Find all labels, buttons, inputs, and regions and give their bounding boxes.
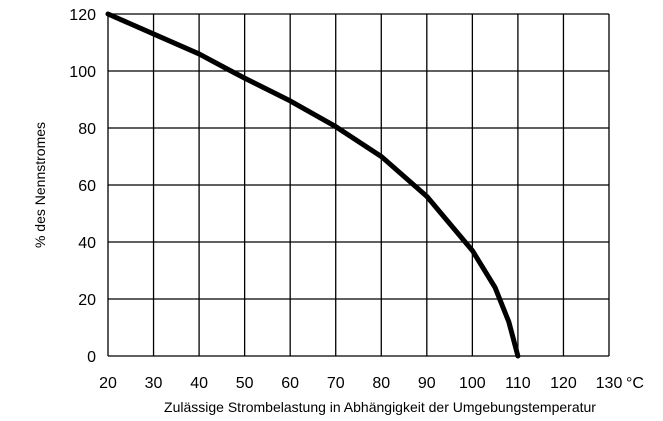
y-tick-40: 40 [78, 235, 96, 252]
y-axis-label: % des Nennstromes [32, 122, 48, 248]
x-tick-20: 20 [99, 375, 117, 392]
y-tick-20: 20 [78, 292, 96, 309]
x-tick-90: 90 [418, 375, 436, 392]
grid [107, 13, 610, 357]
x-tick-70: 70 [327, 375, 345, 392]
x-tick-130: 130 [596, 375, 623, 392]
x-tick-120: 120 [550, 375, 577, 392]
x-tick-110: 110 [505, 375, 531, 392]
x-tick-30: 30 [145, 375, 163, 392]
x-axis-label: Zulässige Strombelastung in Abhängigkeit… [164, 399, 596, 415]
series-line [105, 11, 521, 359]
x-tick-60: 60 [281, 375, 299, 392]
x-tick-50: 50 [236, 375, 254, 392]
x-axis-unit: °C [626, 375, 644, 392]
x-tick-labels: 20 30 40 50 60 70 80 90 100 110 120 130 [99, 375, 622, 392]
y-tick-labels: 0 20 40 60 80 100 120 [69, 7, 96, 366]
x-tick-80: 80 [372, 375, 390, 392]
x-tick-100: 100 [459, 375, 486, 392]
x-tick-40: 40 [190, 375, 208, 392]
y-tick-120: 120 [69, 7, 96, 24]
y-tick-100: 100 [69, 64, 96, 81]
y-tick-60: 60 [78, 178, 96, 195]
y-tick-80: 80 [78, 121, 96, 138]
y-tick-0: 0 [87, 349, 96, 366]
